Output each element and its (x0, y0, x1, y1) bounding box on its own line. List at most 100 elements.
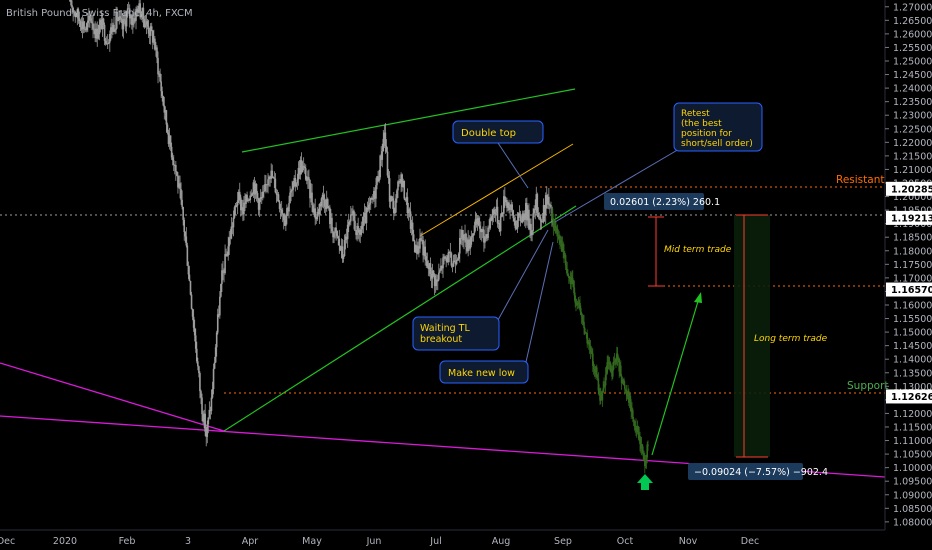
measure-down-box[interactable] (688, 463, 803, 480)
candle-body (177, 175, 179, 188)
candle-body (149, 26, 152, 36)
candle-body (490, 217, 493, 221)
candle-body (458, 237, 461, 254)
candle-body (296, 179, 299, 184)
candle-body (566, 269, 568, 275)
candle-body (550, 204, 552, 208)
time-axis[interactable]: Dec 2020 Feb 3 Apr May Jun Jul Aug Sep Oct Nov Dec (0, 536, 759, 547)
candle-body (440, 265, 442, 271)
candle-body (186, 245, 189, 266)
candle-body (294, 177, 297, 187)
candle-body (136, 8, 138, 10)
price-tick-label: 1.21000 (893, 165, 932, 176)
candle-body (213, 362, 216, 369)
make-new-low-callout[interactable]: Make new low (439, 360, 529, 384)
double-top-pointer (497, 142, 529, 189)
candle-body (246, 194, 248, 202)
time-tick-label: Apr (242, 536, 259, 547)
candle-body (333, 232, 335, 238)
candle-body (463, 234, 465, 241)
retest-label-line-4: short/sell order) (681, 139, 753, 149)
candle-body (363, 213, 366, 218)
candle-body (226, 255, 228, 257)
candle-body (525, 203, 527, 219)
candle-body (548, 196, 550, 205)
candle-body (454, 262, 457, 265)
candle-body (532, 213, 534, 231)
candle-body (340, 246, 343, 251)
candle-body (183, 219, 186, 232)
candle-body (276, 194, 279, 196)
candle-body (134, 18, 136, 21)
candle-body (116, 11, 118, 21)
candle-body (372, 198, 374, 200)
measure-up-box[interactable] (604, 193, 704, 210)
candle-body (336, 231, 338, 237)
time-tick-label: Sep (554, 536, 572, 547)
candle-body (535, 194, 538, 211)
retest-callout[interactable]: Retest (the best position for short/sell… (673, 102, 763, 152)
long-term-measure-box[interactable] (734, 215, 770, 457)
candle-body (478, 225, 481, 229)
candle-body (452, 260, 455, 267)
price-tick-label: 1.15500 (893, 314, 932, 325)
candle-body (592, 353, 594, 366)
price-tick-label: 1.25000 (893, 56, 932, 67)
candle-body (326, 199, 329, 208)
symbol-title: British Pound / Swiss Franc, 4h, FXCM (6, 8, 193, 19)
upper-channel-trendline[interactable] (241, 88, 576, 153)
candle-body (133, 18, 135, 25)
rising-channel-line[interactable] (419, 143, 574, 237)
candle-body (503, 196, 505, 214)
candle-body (215, 332, 218, 348)
candle-body (462, 229, 464, 241)
candle-body (320, 198, 323, 207)
candle-body (198, 366, 200, 374)
candle-body (358, 229, 360, 233)
candle-body (646, 444, 648, 458)
price-tick-label: 1.21500 (893, 151, 932, 162)
candle-body (399, 181, 401, 183)
candle-body (269, 176, 271, 179)
candle-body (549, 204, 551, 206)
waiting-breakout-callout[interactable]: Waiting TL breakout (412, 316, 500, 351)
candle-body (632, 409, 634, 419)
candle-body (194, 335, 197, 349)
candle-body (466, 247, 468, 252)
candle-body (522, 213, 525, 220)
candle-body (270, 170, 272, 179)
long-term-descending-line[interactable] (0, 362, 225, 432)
candle-body (346, 224, 349, 240)
candle-body (87, 20, 89, 24)
price-tick-label: 1.26000 (893, 29, 932, 40)
price-axis[interactable]: 1.27000 1.26500 1.26000 1.25500 1.25000 1.245… (885, 2, 932, 528)
double-top-callout[interactable]: Double top (452, 120, 544, 144)
candle-body (545, 195, 548, 205)
candle-body (135, 9, 137, 21)
candle-body (565, 265, 568, 270)
candle-body (312, 205, 314, 213)
candle-body (351, 214, 353, 216)
candle-body (543, 205, 546, 215)
candle-body (231, 226, 234, 228)
candle-body (227, 246, 230, 256)
candle-body (411, 222, 414, 235)
candle-body (562, 243, 564, 252)
candle-body (238, 191, 241, 198)
candle-body (107, 42, 110, 44)
candle-body (635, 425, 637, 430)
rising-support-trendline[interactable] (223, 205, 577, 432)
candle-body (337, 236, 340, 239)
candle-body (181, 199, 183, 207)
candle-body (453, 260, 456, 263)
candle-body (78, 18, 81, 22)
candle-body (445, 257, 447, 259)
candle-body (380, 155, 383, 160)
candle-body (90, 18, 92, 22)
projection-line[interactable] (651, 297, 700, 456)
projection-arrow-icon (694, 292, 702, 303)
candle-body (408, 209, 411, 212)
candle-body (447, 252, 450, 262)
green-up-arrow-icon (637, 474, 653, 490)
